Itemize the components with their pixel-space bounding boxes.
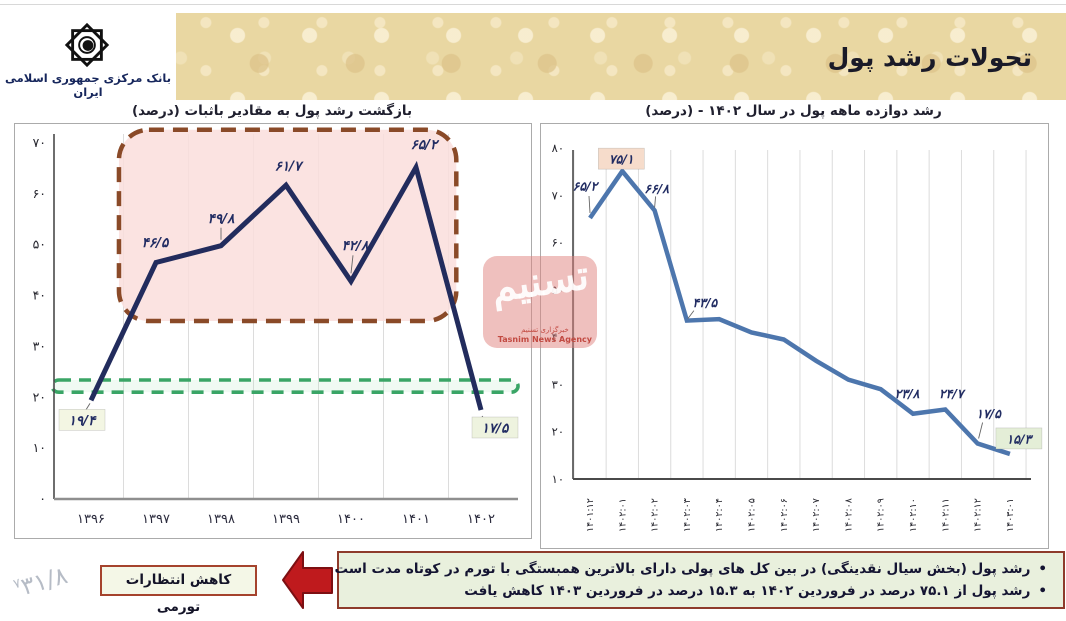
ornamental-header-band: تحولات رشد پول [0, 13, 1066, 100]
x-tick-label: ۱۳۹۹ [272, 512, 300, 527]
y-tick-label: ۷۰ [33, 135, 46, 150]
bullet-text-2: رشد پول از ۷۵.۱ درصد در فروردین ۱۴۰۲ به … [464, 583, 1031, 599]
y-tick-label: ۲۰ [33, 389, 46, 404]
data-line [88, 160, 484, 411]
point-label: ۴۲/۸ [342, 238, 369, 254]
label-leader [687, 310, 695, 319]
top-divider [0, 4, 1066, 5]
point-label: ۱۹/۴ [69, 413, 97, 429]
x-tick-label: ۱۴۰۳:۰۱ [1005, 498, 1016, 532]
point-label: ۶۵/۲ [573, 178, 600, 193]
point-label: ۶۵/۲ [411, 137, 440, 153]
left-chart-title: بازگشت رشد پول به مقادیر باثبات (درصد) [131, 103, 413, 119]
x-tick-label: ۱۴۰۲ [467, 512, 495, 527]
tasnim-calligraphy: تسنیم [488, 251, 592, 312]
left-chart-svg: ۰ ۱۰ ۲۰ ۳۰ ۴۰ ۵۰ ۶۰ ۷۰ ۱۳۹۶ ۱۳۹۷ ۱۳۹۸ ۱۳۹۹ ۱۴۰۰ ۱۴۰۱ ۱… [33, 127, 520, 527]
y-tick-label: ۶۰ [33, 186, 46, 201]
label-box [471, 416, 519, 439]
point-label: ۷۵/۱ [609, 152, 634, 167]
tasnim-caption: خبرگزاری تسنیم Tasnim News Agency [498, 325, 592, 345]
x-tick-label: ۱۴۰۲:۰۶ [779, 498, 790, 532]
handwritten-page-annotation: ۷۳۱/۸ [11, 561, 71, 601]
x-tick-label: ۱۴۰۱ [402, 512, 430, 527]
point-label: ۱۷/۵ [482, 421, 510, 437]
x-tick-label: ۱۴۰۲:۱۲ [973, 498, 984, 532]
inflation-expectations-callout: کاهش انتظارات تورمی [100, 565, 257, 615]
x-tick-label: ۱۳۹۸ [207, 512, 235, 527]
tasnim-watermark: تسنیم خبرگزاری تسنیم Tasnim News Agency [483, 251, 597, 348]
highlight-band [50, 378, 520, 395]
point-label: ۱۵/۳ [1007, 431, 1034, 446]
left-chart-panel: ۰ ۱۰ ۲۰ ۳۰ ۴۰ ۵۰ ۶۰ ۷۰ ۱۳۹۶ ۱۳۹۷ ۱۳۹۸ ۱۳۹۹ ۱۴۰۰ ۱۴۰۱ ۱… [14, 123, 532, 539]
tasnim-caption-fa: خبرگزاری تسنیم [521, 326, 569, 334]
y-tick-label: ۱۰ [33, 440, 46, 455]
label-leader [654, 196, 657, 208]
bank-name: بانک مرکزی جمهوری اسلامی ایران [4, 71, 172, 99]
label-box [58, 409, 106, 431]
point-label: ۴۹/۸ [208, 211, 235, 227]
x-tick-label: ۱۴۰۲:۰۸ [843, 498, 854, 532]
x-tick-label: ۱۴۰۲:۰۳ [682, 498, 693, 532]
bullet-line-1: • رشد پول (بخش سیال نقدینگی) در بین کل ها… [335, 558, 1047, 580]
right-chart-panel: ۱۰۲۰۳۰۴۰۵۰۶۰۷۰۸۰۱۴۰۱:۱۲۱۴۰۲:۰۱۱۴۰۲:۰۲۱۴۰… [540, 123, 1049, 549]
y-tick-label: ۳۰ [33, 338, 46, 353]
x-tick-label: ۱۴۰۱:۱۲ [585, 498, 596, 532]
x-tick-label: ۱۳۹۶ [77, 512, 105, 527]
point-label: ۴۳/۵ [693, 295, 719, 310]
right-chart-svg: ۱۰۲۰۳۰۴۰۵۰۶۰۷۰۸۰۱۴۰۱:۱۲۱۴۰۲:۰۱۱۴۰۲:۰۲۱۴۰… [552, 141, 1043, 532]
right-chart-title: رشد دوازده ماهه پول در سال ۱۴۰۲ - (درصد) [645, 103, 942, 119]
bullet-icon: • [1038, 583, 1047, 599]
x-tick-label: ۱۴۰۲:۰۷ [811, 498, 822, 532]
x-tick-label: ۱۴۰۲:۰۲ [650, 498, 661, 532]
x-tick-label: ۱۳۹۷ [142, 512, 170, 527]
bullet-line-2: • رشد پول از ۷۵.۱ درصد در فروردین ۱۴۰۲ به… [355, 580, 1047, 602]
label-leader [588, 195, 591, 214]
data-line [588, 167, 1011, 457]
label-leader [978, 422, 984, 439]
highlight-box [116, 127, 459, 324]
central-bank-logo-icon [64, 22, 110, 68]
y-tick-label: ۰ [39, 491, 46, 506]
left-arrow-icon [280, 550, 334, 612]
point-label: ۶۶/۸ [644, 181, 669, 196]
bullet-icon: • [1038, 561, 1047, 577]
y-tick-label: ۱۰ [552, 472, 564, 486]
point-label: ۲۴/۷ [939, 386, 966, 401]
label-leader [350, 255, 354, 274]
label-box [597, 147, 645, 170]
y-tick-label: ۲۰ [552, 425, 564, 439]
point-label: ۲۳/۸ [895, 386, 920, 401]
x-tick-label: ۱۴۰۲:۱۰ [908, 498, 919, 532]
x-tick-label: ۱۴۰۲:۰۴ [714, 498, 725, 532]
x-tick-label: ۱۴۰۲:۰۹ [876, 498, 887, 532]
y-tick-label: ۵۰ [33, 237, 46, 252]
y-tick-label: ۳۰ [552, 377, 564, 391]
x-tick-label: ۱۴۰۲:۰۵ [747, 498, 758, 532]
bullet-text-1: رشد پول (بخش سیال نقدینگی) در بین کل های… [334, 561, 1031, 577]
bank-logo-panel: بانک مرکزی جمهوری اسلامی ایران [0, 13, 176, 100]
point-label: ۱۷/۵ [976, 406, 1002, 421]
x-tick-label: ۱۴۰۲:۰۱ [617, 498, 628, 532]
x-tick-label: ۱۴۰۰ [337, 512, 365, 527]
key-points-box: • رشد پول (بخش سیال نقدینگی) در بین کل ها… [335, 551, 1065, 609]
tasnim-caption-en: Tasnim News Agency [497, 335, 592, 344]
label-box [995, 427, 1043, 450]
y-tick-label: ۷۰ [552, 188, 564, 202]
page-title: تحولات رشد پول [827, 43, 1032, 72]
point-label: ۶۱/۷ [275, 159, 304, 175]
y-tick-label: ۸۰ [552, 141, 564, 155]
x-tick-label: ۱۴۰۲:۱۱ [940, 498, 951, 532]
point-label: ۴۶/۵ [142, 235, 170, 251]
y-tick-label: ۶۰ [552, 236, 564, 250]
y-tick-label: ۴۰ [33, 288, 46, 303]
